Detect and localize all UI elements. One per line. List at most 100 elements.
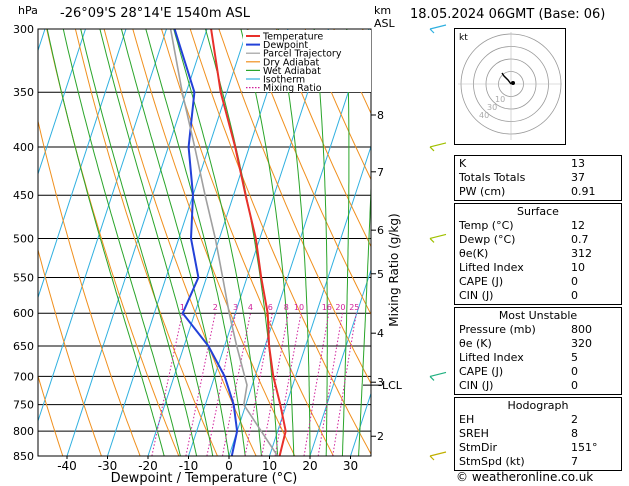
index-row: CAPE (J) 0	[459, 275, 617, 289]
mixing-ratio-label: 10	[294, 303, 304, 312]
wind-barb-icon	[429, 451, 447, 461]
index-value: 800	[571, 323, 592, 336]
index-row: StmSpd (kt) 7	[459, 455, 617, 469]
wet-adiabat-line	[341, 29, 350, 456]
index-row: CIN (J) 0	[459, 289, 617, 303]
index-row: Lifted Index 5	[459, 351, 617, 365]
index-row: SREH 8	[459, 427, 617, 441]
dewpoint-line	[173, 29, 239, 456]
isotherm-line	[38, 29, 127, 300]
index-value: 5	[571, 351, 578, 364]
mixing-ratio-line	[303, 313, 330, 456]
temp-tick-label: -30	[98, 459, 118, 473]
isotherm-line	[66, 29, 208, 456]
legend-entry: Temperature	[262, 32, 323, 43]
km-tick-label: 2	[377, 430, 384, 443]
index-value: 2	[571, 413, 578, 426]
legend-entry: Dry Adiabat	[263, 57, 320, 68]
index-label: EH	[459, 413, 475, 426]
mixing-ratio-label: 6	[268, 303, 273, 312]
index-label: θe(K)	[459, 247, 489, 260]
index-row: Pressure (mb) 800	[459, 323, 617, 337]
index-value: 12	[571, 219, 585, 232]
pressure-tick-label: 800	[13, 425, 34, 438]
asl-label: ASL	[374, 17, 395, 30]
index-label: StmDir	[459, 441, 498, 454]
km-label: km	[374, 4, 392, 17]
index-label: Pressure (mb)	[459, 323, 536, 336]
mixing-ratio-line	[185, 313, 216, 456]
wet-adiabat-line	[145, 29, 246, 456]
index-label: CAPE (J)	[459, 275, 504, 288]
index-value: 8	[571, 427, 578, 440]
temp-tick-label: -20	[138, 459, 158, 473]
index-value: 0.7	[571, 233, 589, 246]
pressure-tick-label: 550	[13, 272, 34, 285]
index-label: Dewp (°C)	[459, 233, 516, 246]
hodograph-indices: Hodograph EH 2 SREH 8 StmDir 151° StmSpd (kt) 7	[454, 397, 622, 471]
index-value: 312	[571, 247, 592, 260]
mixing-ratio-line	[151, 313, 183, 456]
wet-adiabat-line	[62, 29, 181, 456]
wet-adiabat-line	[277, 29, 311, 456]
mixing-ratio-label: 20	[335, 303, 345, 312]
wind-barb-icon	[429, 371, 447, 381]
index-value: 0	[571, 275, 578, 288]
wet-adiabat-line	[358, 176, 371, 456]
index-section-title: Most Unstable	[498, 309, 578, 322]
dry-adiabat-line	[103, 29, 257, 456]
hodograph-trace	[501, 72, 512, 85]
pressure-tick-label: 650	[13, 340, 34, 353]
index-value: 7	[571, 455, 578, 468]
km-tick-label: 7	[377, 166, 384, 179]
dry-adiabat-line	[132, 29, 296, 456]
indices-panel: K 13 Totals Totals 37 PW (cm) 0.91 Surface Tem…	[454, 155, 622, 473]
skewt-chart: 1 2 3 4 6 8 10 16 20 2530035040045050055060065070…	[13, 23, 447, 486]
hodograph-ring-label: 30	[487, 103, 497, 112]
mixing-ratio-line	[244, 313, 273, 456]
index-label: PW (cm)	[459, 185, 506, 198]
index-label: Lifted Index	[459, 261, 524, 274]
wet-adiabat-line	[120, 29, 230, 456]
wet-adiabat-line	[313, 29, 328, 456]
mixing-ratio-label: 1	[180, 303, 185, 312]
isotherm-line	[147, 29, 289, 456]
hodograph-ring-label: 10	[495, 95, 505, 104]
pressure-tick-label: 750	[13, 399, 34, 412]
x-axis-label: Dewpoint / Temperature (°C)	[111, 471, 298, 486]
hpa-label: hPa	[18, 4, 38, 17]
legend-entry: Mixing Ratio	[263, 83, 322, 94]
index-row: Lifted Index 10	[459, 261, 617, 275]
index-label: θe (K)	[459, 337, 492, 350]
km-tick-label: 4	[377, 327, 384, 340]
dry-adiabat-line	[38, 374, 64, 456]
basic-indices: K 13 Totals Totals 37 PW (cm) 0.91	[454, 155, 622, 201]
lcl-label: LCL	[382, 379, 403, 392]
mixing-ratio-label: 2	[213, 303, 218, 312]
index-label: K	[459, 157, 467, 170]
dry-adiabat-line	[38, 248, 102, 456]
index-label: StmSpd (kt)	[459, 455, 525, 468]
index-value: 10	[571, 261, 585, 274]
legend-entry: Wet Adiabat	[263, 66, 321, 77]
wet-adiabat-line	[240, 29, 295, 456]
pressure-tick-label: 450	[13, 189, 34, 202]
mixing-ratio-label: 4	[248, 303, 253, 312]
index-row: Dewp (°C) 0.7	[459, 233, 617, 247]
pressure-tick-label: 300	[13, 23, 34, 36]
hodograph-ring-label: 40	[479, 111, 489, 120]
legend-box	[243, 30, 371, 92]
parcel-trajectory-line	[169, 29, 279, 456]
wet-adiabat-line	[46, 29, 165, 456]
dry-adiabat-line	[189, 29, 371, 456]
datetime-title: 18.05.2024 06GMT (Base: 06)	[410, 7, 606, 22]
index-label: CIN (J)	[459, 289, 494, 302]
index-value: 0	[571, 365, 578, 378]
index-row: CIN (J) 0	[459, 379, 617, 393]
index-label: CAPE (J)	[459, 365, 504, 378]
temp-tick-label: 10	[262, 459, 277, 473]
pressure-tick-label: 600	[13, 307, 34, 320]
temp-tick-label: -40	[57, 459, 77, 473]
isotherm-line	[228, 29, 370, 456]
